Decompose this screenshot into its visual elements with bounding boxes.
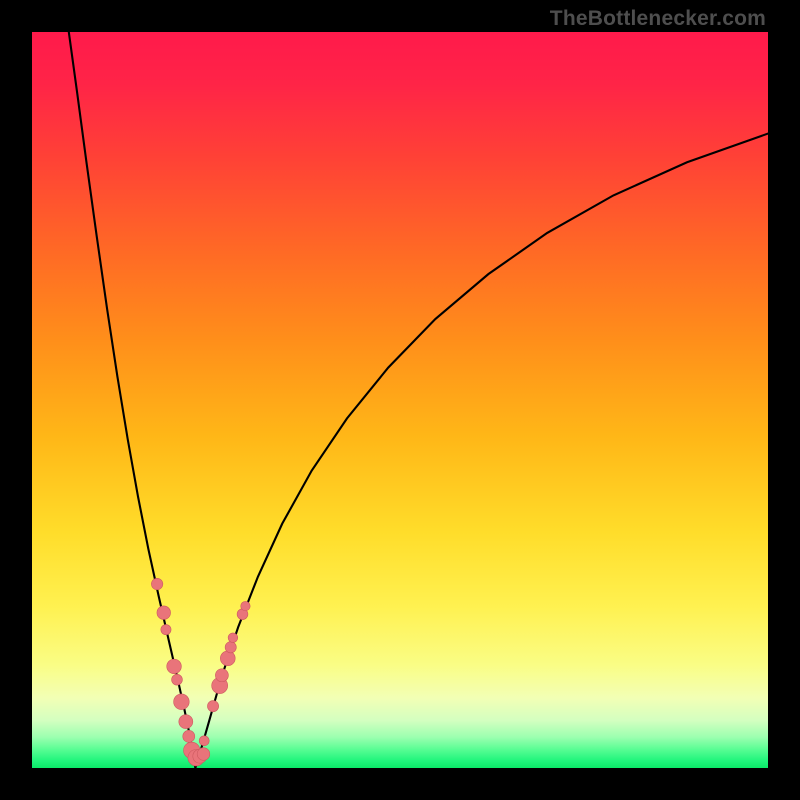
data-marker <box>225 642 236 653</box>
gradient-background <box>32 32 768 768</box>
chart-container: TheBottlenecker.com <box>0 0 800 800</box>
data-marker <box>161 625 171 635</box>
data-marker <box>197 748 210 761</box>
data-marker <box>228 633 238 643</box>
data-marker <box>172 674 183 685</box>
data-marker <box>179 715 193 729</box>
data-marker <box>207 701 218 712</box>
data-marker <box>151 578 162 589</box>
data-marker <box>157 606 171 620</box>
data-marker <box>220 651 235 666</box>
data-marker <box>183 730 195 742</box>
plot-area <box>32 32 768 768</box>
data-marker <box>174 694 190 710</box>
data-marker <box>199 736 209 746</box>
plot-svg <box>32 32 768 768</box>
data-marker <box>215 669 228 682</box>
data-marker <box>241 601 250 610</box>
watermark-text: TheBottlenecker.com <box>550 7 766 31</box>
data-marker <box>167 659 182 674</box>
